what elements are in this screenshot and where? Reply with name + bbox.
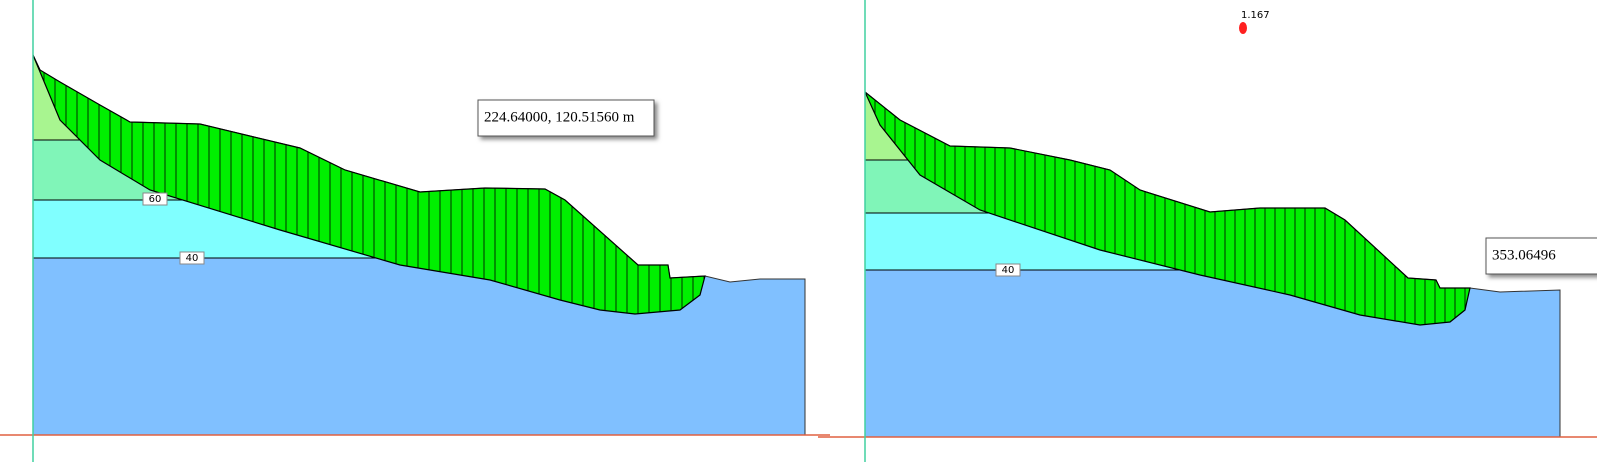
left-panel — [32, 54, 806, 436]
tooltip-text: 224.64000, 120.51560 m — [484, 109, 635, 125]
coordinate-tooltip — [1485, 237, 1597, 275]
soil-layer — [865, 92, 1560, 95]
tooltip-text: 353.06496 — [1492, 247, 1556, 263]
soil-layer — [33, 55, 805, 80]
contour-label: 40 — [1002, 265, 1015, 276]
label-box — [179, 251, 205, 265]
safety-factor: 1.167 — [1241, 10, 1270, 21]
contour-label: 40 — [186, 253, 199, 264]
contour-label: 60 — [149, 194, 162, 205]
right-panel — [864, 90, 1561, 438]
sliding-mass — [864, 91, 1471, 326]
label-box — [995, 263, 1021, 277]
coordinate-tooltip — [477, 99, 655, 137]
label-box — [142, 192, 168, 206]
slip-center — [1239, 22, 1247, 34]
